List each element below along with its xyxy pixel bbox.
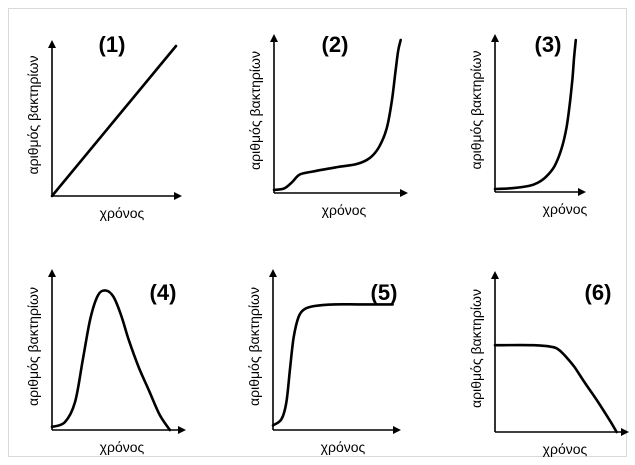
y-axis-arrow-5: [269, 269, 277, 277]
series-line-1: [50, 44, 178, 198]
series-line-3: [493, 38, 578, 191]
x-axis-label-6: χρόνος: [543, 441, 588, 457]
x-axis-arrow-3: [578, 188, 586, 196]
y-axis-arrow-3: [491, 34, 499, 42]
y-axis-arrow-4: [48, 269, 56, 277]
y-axis-arrow-6: [491, 271, 499, 279]
chart-panel-5: (5) χρόνος αριθμός βακτηρίων: [246, 269, 401, 455]
panel-label-2: (2): [322, 32, 349, 57]
chart-panel-2: (2) χρόνος αριθμός βακτηρίων: [247, 32, 408, 218]
y-axis-label-1: αριθμός βακτηρίων: [25, 56, 41, 175]
chart-panel-4: (4) χρόνος αριθμός βακτηρίων: [25, 269, 186, 455]
x-axis-label-1: χρόνος: [100, 205, 145, 221]
series-line-6: [493, 343, 618, 434]
chart-panel-6: (6) χρόνος αριθμός βακτηρίων: [468, 271, 629, 457]
panel-label-3: (3): [535, 32, 562, 57]
x-axis-arrow-1: [174, 192, 182, 200]
x-axis-label-5: χρόνος: [321, 439, 366, 455]
chart-panel-1: (1) χρόνος αριθμός βακτηρίων: [25, 32, 182, 221]
x-axis-arrow-6: [621, 428, 629, 436]
x-axis-arrow-2: [400, 189, 408, 197]
chart-panel-3: (3) χρόνος αριθμός βακτηρίων: [468, 32, 588, 217]
x-axis-label-4: χρόνος: [100, 439, 145, 455]
x-axis-arrow-5: [393, 426, 401, 434]
x-axis-label-3: χρόνος: [543, 201, 588, 217]
panel-label-1: (1): [99, 32, 126, 57]
x-axis-label-2: χρόνος: [322, 202, 367, 218]
x-axis-arrow-4: [178, 426, 186, 434]
series-line-4: [50, 289, 172, 432]
panel-label-5: (5): [371, 280, 398, 305]
y-axis-label-2: αριθμός βακτηρίων: [247, 51, 263, 170]
y-axis-label-6: αριθμός βακτηρίων: [468, 289, 484, 408]
series-line-5: [271, 303, 394, 427]
y-axis-arrow-2: [270, 34, 278, 42]
y-axis-label-5: αριθμός βακτηρίων: [246, 287, 262, 406]
y-axis-label-3: αριθμός βακτηρίων: [468, 51, 484, 170]
outer-frame: [8, 8, 627, 457]
y-axis-arrow-1: [48, 40, 56, 48]
y-axis-label-4: αριθμός βακτηρίων: [25, 287, 41, 406]
panel-label-6: (6): [585, 280, 612, 305]
series-line-2: [272, 38, 402, 192]
panel-label-4: (4): [150, 280, 177, 305]
